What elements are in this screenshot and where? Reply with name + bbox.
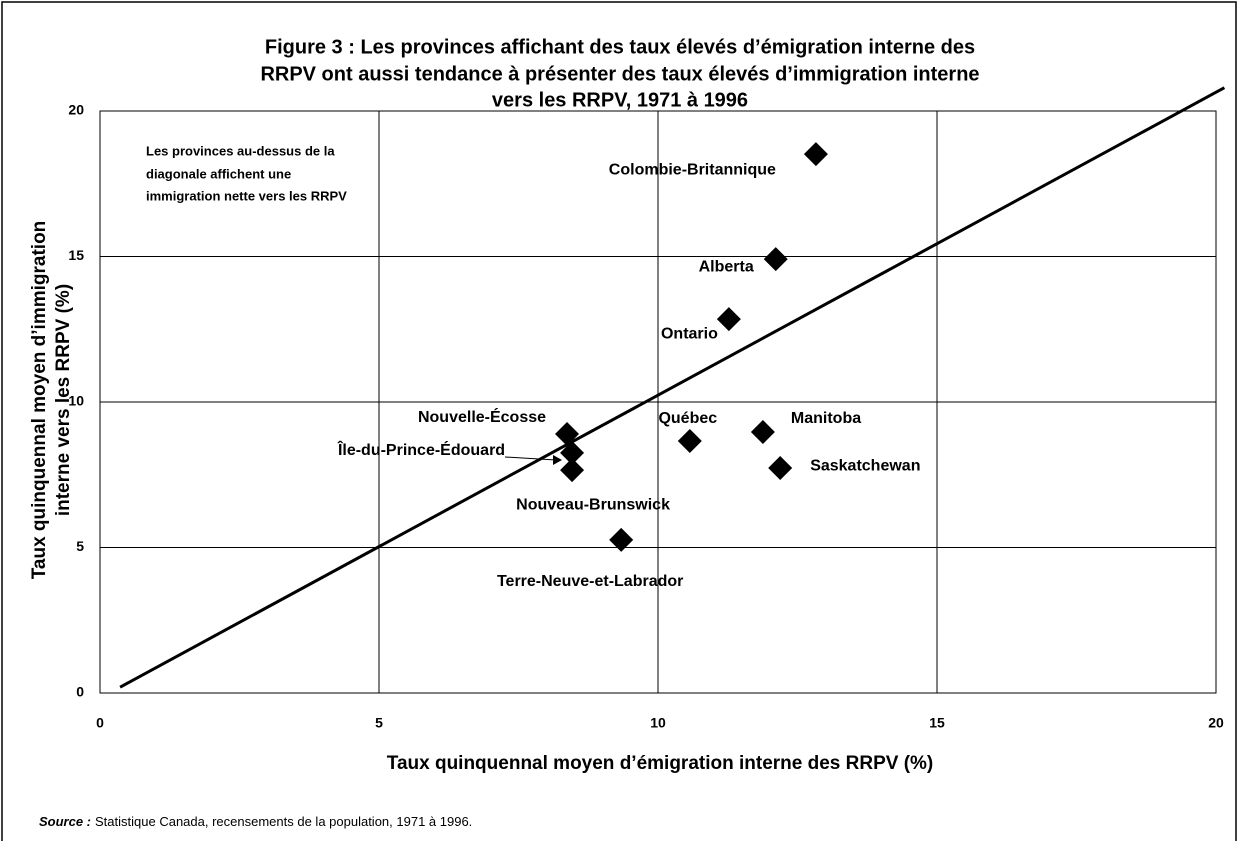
y-tick-label: 5 [76,538,84,554]
point [555,422,580,447]
point-label: Saskatchewan [810,457,920,474]
point [716,307,741,332]
point-label: Île-du-Prince-Édouard [337,440,505,459]
point [609,527,634,552]
point [768,456,793,481]
y-tick-label: 20 [68,102,84,118]
x-tick-label: 0 [96,715,104,731]
x-tick-label: 15 [929,715,945,731]
annotation: immigration nette vers les RRPV [146,188,347,203]
point-label: Manitoba [791,410,861,427]
point [560,440,585,465]
source-label: Source : [39,814,91,829]
reference-line [119,86,1226,689]
annotation: diagonale affichent une [146,166,291,181]
arrow [504,456,557,461]
y-tick-label: 0 [76,684,84,700]
annotation: Les provinces au-dessus de la [146,143,335,158]
chart-title: Figure 3 : Les provinces affichant des t… [265,36,975,58]
x-tick-label: 20 [1208,715,1224,731]
point-label: Nouvelle-Écosse [418,407,546,426]
point-label: Ontario [661,325,718,342]
y-tick-label: 10 [68,393,84,409]
y-axis-label: interne vers les RRPV (%) [53,284,74,516]
x-axis-label: Taux quinquennal moyen d’émigration inte… [387,753,934,774]
point-label: Nouveau-Brunswick [516,496,670,513]
point-label: Alberta [699,258,754,275]
point-label: Colombie-Britannique [609,161,776,178]
x-tick-label: 10 [650,715,666,731]
arrow-head [553,455,562,465]
point-label: Terre-Neuve-et-Labrador [497,573,683,590]
source-text: Statistique Canada, recensements de la p… [95,814,472,829]
chart-title: vers les RRPV, 1971 à 1996 [492,89,748,111]
y-axis-label: Taux quinquennal moyen d’immigration [29,221,50,580]
y-tick-label: 15 [68,247,84,263]
point [763,247,788,272]
point [803,142,828,167]
source: Source : Statistique Canada, recensements… [39,814,472,829]
point [677,428,702,453]
chart-title: RRPV ont aussi tendance à présenter des … [260,63,979,85]
point [560,458,585,483]
point-label: Québec [658,410,717,427]
point [750,419,775,444]
x-tick-label: 5 [375,715,383,731]
